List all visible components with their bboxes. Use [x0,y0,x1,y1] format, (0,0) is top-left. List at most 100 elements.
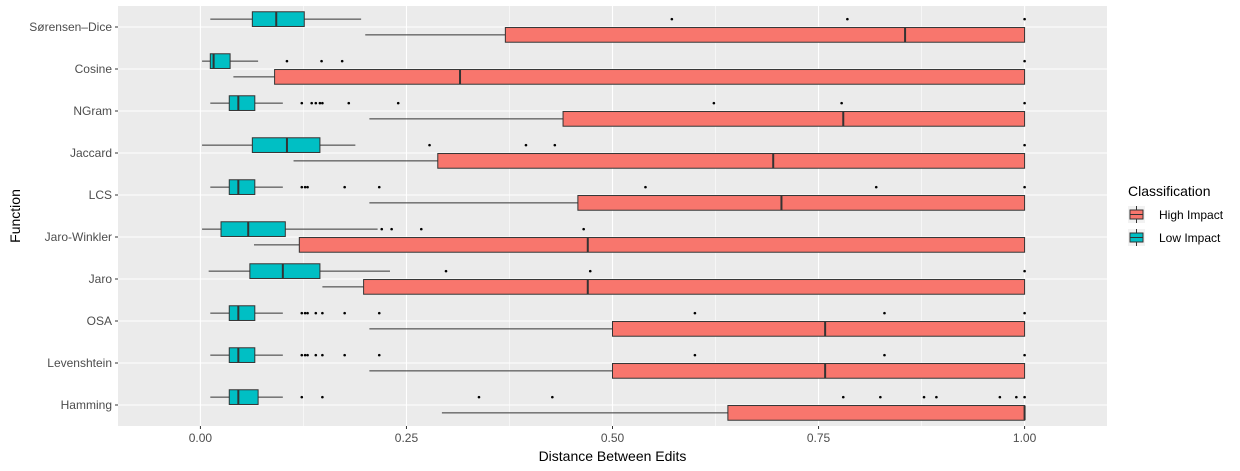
outlier-point [841,395,845,399]
outlier-point [306,353,309,357]
outlier-point [551,395,554,399]
outlier-point [1023,311,1026,315]
box [363,279,1026,295]
outlier-point [1023,269,1026,273]
box [220,221,286,237]
outlier-point [428,143,431,147]
box [228,305,256,321]
y-tick-label: Hamming [61,398,112,412]
boxplot-high-1 [233,69,1026,85]
boxplot-high-2 [369,111,1026,127]
y-tick-label: Jaro-Winkler [45,230,112,244]
boxplot-low-9 [210,389,1026,405]
outlier-point [320,59,323,63]
y-tick-label: Levenshtein [47,356,112,370]
outlier-point [321,101,324,105]
outlier-point [318,101,322,105]
x-tick-label: 0.75 [807,431,831,445]
boxplot-high-0 [365,27,1026,43]
box [577,195,1026,211]
outlier-point [935,395,938,399]
outlier-point [314,353,318,357]
outlier-point [300,353,304,357]
outlier-point [712,101,716,105]
outlier-point [1015,395,1018,399]
outlier-point [306,185,309,189]
outlier-point [285,59,289,63]
x-tick-label: 0.50 [601,431,625,445]
boxplot-low-0 [210,11,1026,27]
outlier-point [693,353,697,357]
outlier-point [879,395,882,399]
boxplot-high-6 [322,279,1026,295]
x-axis-title: Distance Between Edits [539,448,687,464]
box-marks [202,11,1026,421]
y-tick-label: Jaro [89,272,113,286]
outlier-point [883,353,886,357]
boxplot-low-8 [210,347,1026,363]
box [228,347,256,363]
x-tick-label: 0.00 [189,431,213,445]
y-tick-label: Jaccard [70,146,112,160]
boxplot-high-3 [293,153,1026,169]
boxplot-low-4 [210,179,1026,195]
x-tick-label: 1.00 [1013,431,1037,445]
outlier-point [693,311,697,315]
outlier-point [396,101,400,105]
outlier-point [846,17,849,21]
legend: Classification High Impact Low Impact [1128,183,1224,246]
outlier-point [1023,17,1026,21]
boxplot-high-4 [369,195,1026,211]
box [612,363,1026,379]
outlier-point [303,311,307,315]
x-tick-label: 0.25 [395,431,419,445]
box [209,53,231,69]
outlier-point [300,395,304,399]
outlier-point [419,227,423,231]
outlier-point [1023,101,1026,105]
boxplot-low-2 [210,95,1026,111]
boxplot-low-1 [202,53,1026,69]
box [298,237,1026,253]
y-axis-title: Function [7,189,23,243]
outlier-point [1023,59,1026,63]
y-axis: Sørensen–Dice Cosine NGram Jaccard LCS Jaro-W… [29,20,118,412]
outlier-point [1023,143,1026,147]
outlier-point [644,185,647,189]
box [504,27,1026,43]
outlier-point [314,311,318,315]
outlier-point [377,353,381,357]
boxplot-low-7 [210,305,1026,321]
outlier-point [377,311,381,315]
box [249,263,321,279]
outlier-point [553,143,557,147]
boxplot-low-5 [202,221,585,237]
outlier-point [343,353,346,357]
outlier-point [340,59,344,63]
boxplot-high-5 [253,237,1026,253]
outlier-point [1023,185,1026,189]
outlier-point [524,143,528,147]
outlier-point [380,227,384,231]
y-tick-label: OSA [87,314,112,328]
y-tick-label: Sørensen–Dice [29,20,112,34]
outlier-point [303,185,307,189]
legend-title: Classification [1128,183,1210,199]
boxplot-high-7 [369,321,1026,337]
y-tick-label: LCS [89,188,112,202]
outlier-point [840,101,843,105]
outlier-point [300,311,304,315]
outlier-point [343,311,346,315]
outlier-point [477,395,481,399]
outlier-point [444,269,448,273]
box [251,11,305,27]
outlier-point [314,101,318,105]
box [228,389,259,405]
outlier-point [300,101,304,105]
outlier-point [1023,395,1026,399]
y-tick-label: Cosine [75,62,113,76]
outlier-point [922,395,926,399]
boxplot-low-6 [208,263,1026,279]
outlier-point [347,101,351,105]
